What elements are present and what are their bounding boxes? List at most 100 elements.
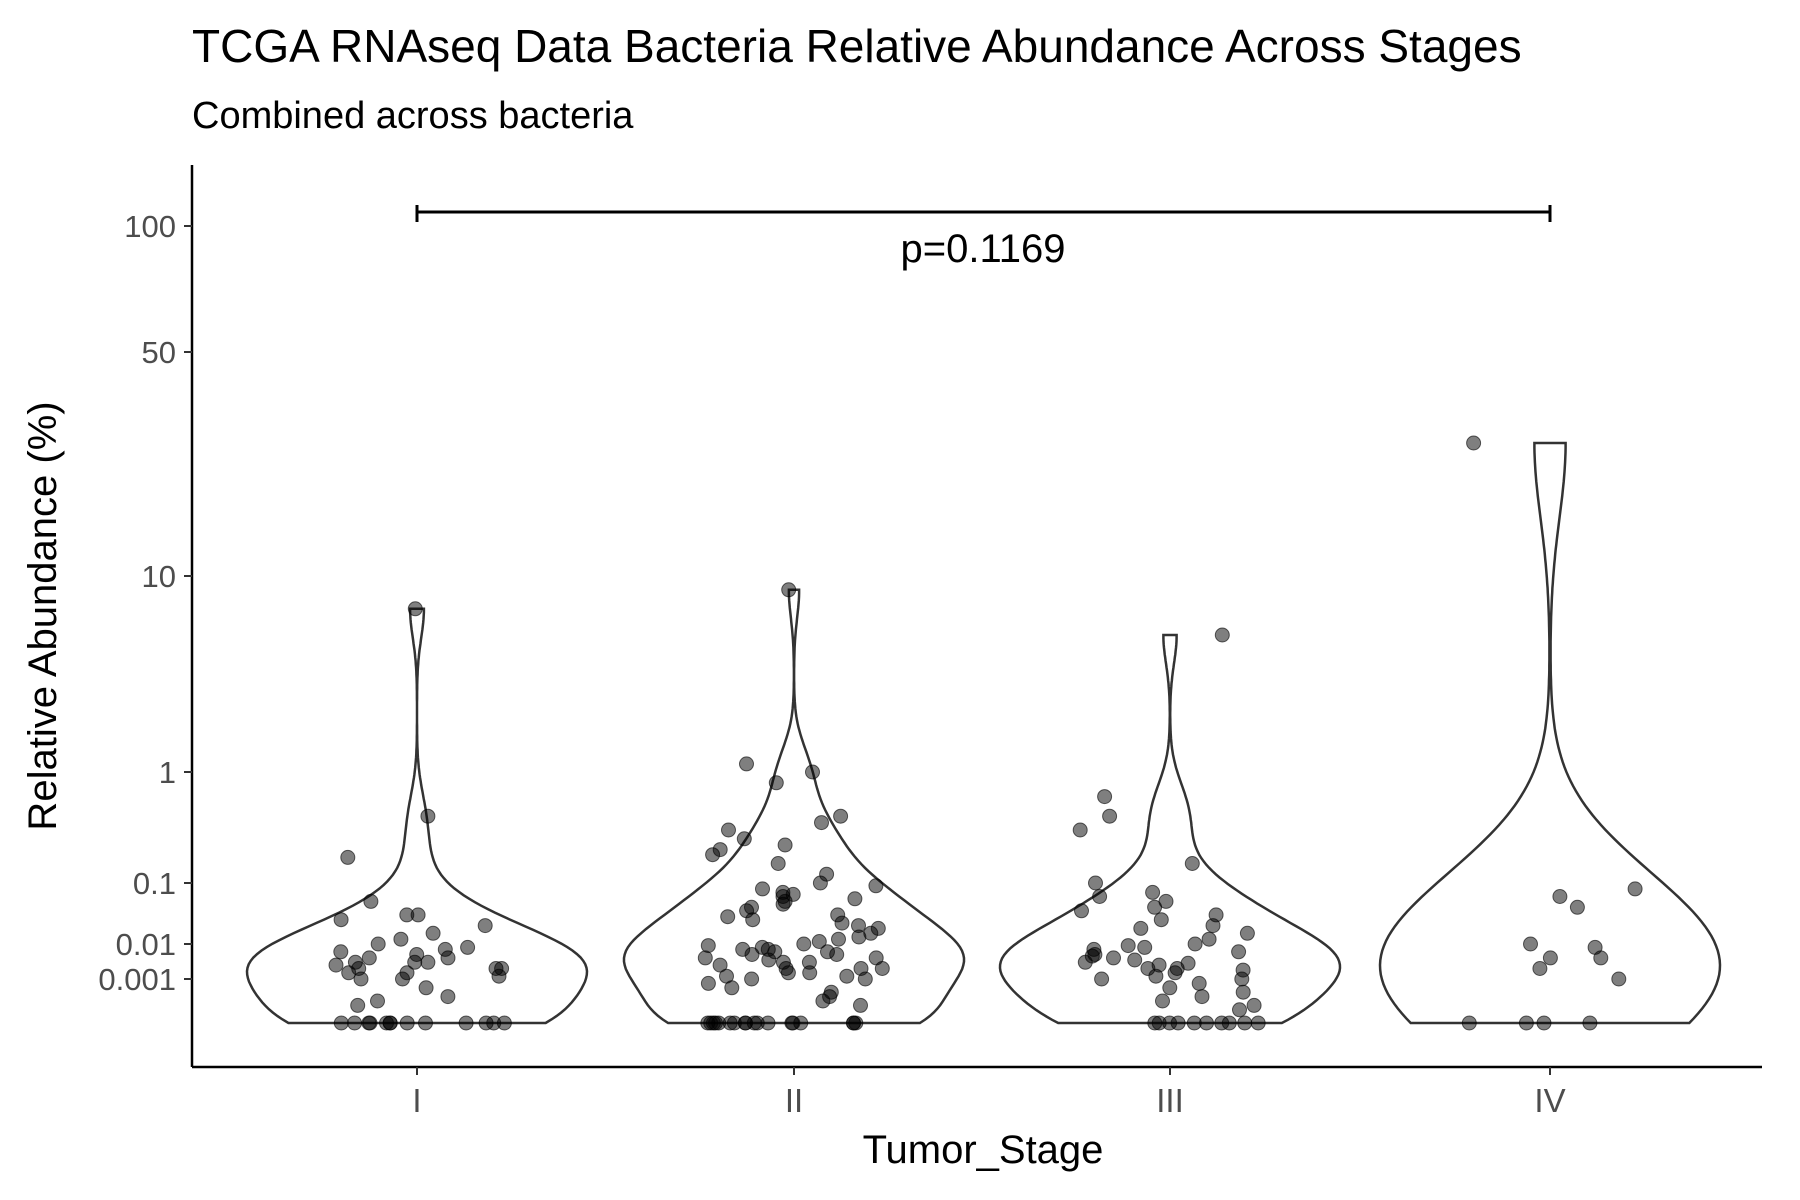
data-point-III — [1155, 993, 1170, 1009]
data-point-II — [853, 997, 868, 1013]
data-point-III — [1094, 971, 1110, 987]
data-point-III — [1184, 856, 1200, 871]
data-point-IV — [1582, 1015, 1598, 1031]
data-point-I — [418, 1015, 433, 1031]
data-point-II — [796, 936, 812, 952]
data-point-I — [440, 989, 456, 1005]
data-point-I — [382, 1015, 398, 1031]
y-tick-label: 0.1 — [133, 866, 176, 901]
significance-bracket: p=0.1169 — [415, 205, 1552, 271]
data-point-I — [407, 601, 423, 617]
data-point-II — [712, 957, 728, 973]
data-point-II — [736, 831, 752, 847]
data-point-II — [720, 909, 736, 925]
p-value-label: p=0.1169 — [901, 227, 1066, 271]
data-point-II — [705, 847, 721, 863]
data-point-II — [781, 582, 797, 598]
data-point-IV — [1569, 899, 1585, 915]
data-point-II — [834, 915, 850, 931]
data-point-II — [833, 808, 849, 824]
data-point-III — [1239, 925, 1255, 941]
data-point-I — [370, 993, 385, 1009]
data-point-II — [848, 1015, 864, 1031]
data-point-I — [420, 954, 436, 970]
data-point-II — [755, 881, 770, 897]
data-point-III — [1167, 965, 1183, 981]
data-point-III — [1246, 997, 1262, 1013]
data-point-II — [851, 929, 867, 945]
data-point-III — [1191, 975, 1207, 991]
data-point-II — [721, 822, 736, 838]
data-point-IV — [1627, 881, 1643, 897]
data-point-III — [1205, 918, 1221, 934]
data-point-I — [399, 1015, 415, 1031]
points-layer — [328, 435, 1643, 1031]
data-point-II — [775, 896, 791, 912]
y-tick-label: 1 — [159, 755, 176, 790]
data-point-IV — [1611, 971, 1627, 987]
data-point-III — [1148, 968, 1164, 984]
x-tick-label-I: I — [412, 1082, 421, 1119]
data-point-II — [761, 952, 777, 968]
data-point-I — [341, 965, 357, 981]
data-point-I — [410, 907, 426, 923]
data-point-II — [700, 975, 716, 991]
y-tick-label: 0.01 — [116, 927, 176, 962]
data-point-IV — [1461, 1015, 1477, 1031]
data-point-III — [1250, 1015, 1266, 1031]
data-point-III — [1074, 903, 1089, 919]
data-point-II — [777, 837, 793, 853]
data-point-I — [347, 1015, 363, 1031]
data-point-II — [697, 950, 713, 966]
x-tick-label-III: III — [1156, 1082, 1184, 1119]
data-point-III — [1072, 822, 1088, 838]
data-point-III — [1231, 944, 1247, 960]
data-point-III — [1201, 931, 1217, 947]
data-point-III — [1221, 1015, 1237, 1031]
x-axis-title: Tumor_Stage — [863, 1128, 1104, 1172]
data-point-II — [831, 931, 846, 947]
violin-layer — [245, 441, 1722, 1025]
data-point-IV — [1552, 889, 1568, 904]
data-point-II — [745, 912, 761, 928]
data-point-II — [814, 815, 829, 831]
data-point-I — [440, 950, 456, 966]
y-tick-label: 0.001 — [98, 962, 176, 997]
data-point-III — [1145, 884, 1161, 900]
data-point-III — [1127, 952, 1143, 968]
data-point-III — [1120, 938, 1136, 954]
data-point-II — [780, 965, 796, 981]
data-point-III — [1106, 950, 1121, 966]
chart-subtitle: Combined across bacteria — [192, 95, 634, 137]
data-point-IV — [1523, 936, 1538, 952]
chart-title: TCGA RNAseq Data Bacteria Relative Abund… — [192, 20, 1522, 72]
data-point-I — [418, 980, 434, 996]
data-point-II — [784, 1015, 800, 1031]
data-point-II — [700, 938, 716, 954]
data-point-II — [868, 878, 884, 894]
data-point-I — [393, 931, 409, 947]
x-axis-ticks: I II III IV — [412, 1067, 1566, 1119]
data-point-II — [749, 1015, 765, 1031]
data-point-IV — [1466, 435, 1482, 451]
data-point-IV — [1542, 950, 1558, 966]
data-point-I — [370, 936, 386, 952]
data-point-I — [333, 912, 349, 928]
data-point-IV — [1532, 961, 1548, 976]
data-point-I — [477, 918, 493, 934]
data-point-III — [1237, 1015, 1253, 1031]
violin-III — [998, 633, 1342, 1025]
data-point-III — [1153, 912, 1169, 928]
data-point-I — [363, 893, 379, 909]
data-point-III — [1151, 1015, 1167, 1031]
data-point-III — [1186, 1015, 1202, 1031]
data-point-IV — [1518, 1015, 1534, 1031]
data-point-III — [1214, 627, 1230, 643]
x-tick-label-IV: IV — [1534, 1082, 1565, 1119]
data-point-II — [722, 1015, 738, 1031]
data-point-I — [361, 950, 377, 966]
data-point-I — [460, 939, 476, 955]
data-point-II — [812, 875, 828, 891]
data-point-II — [744, 971, 760, 987]
